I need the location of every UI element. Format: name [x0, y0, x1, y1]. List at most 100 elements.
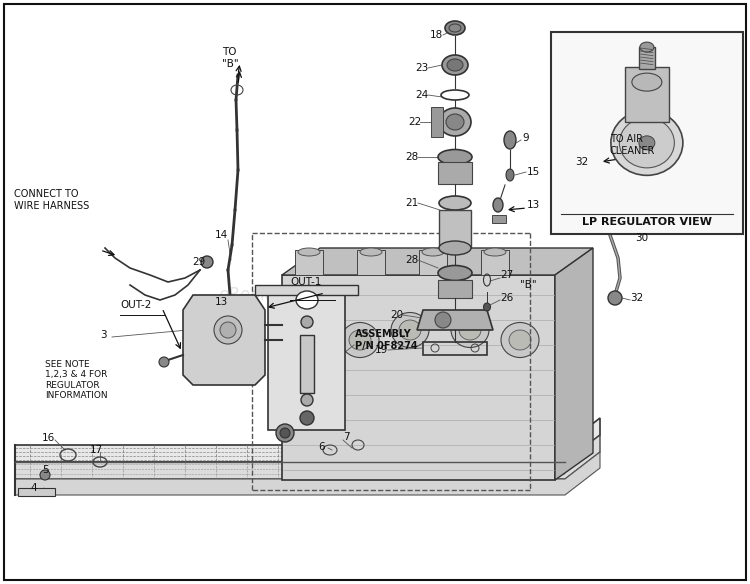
- Bar: [439, 210, 471, 248]
- Ellipse shape: [447, 59, 463, 71]
- Text: 3: 3: [100, 330, 106, 340]
- Text: 14: 14: [215, 230, 228, 240]
- Ellipse shape: [446, 114, 464, 130]
- Ellipse shape: [632, 73, 662, 91]
- Polygon shape: [419, 250, 447, 275]
- Bar: [438, 162, 472, 184]
- Polygon shape: [18, 488, 55, 496]
- Text: 6: 6: [318, 442, 325, 452]
- Ellipse shape: [439, 108, 471, 136]
- Ellipse shape: [451, 312, 489, 347]
- Polygon shape: [555, 248, 593, 480]
- Text: 30: 30: [635, 233, 648, 243]
- Ellipse shape: [301, 394, 313, 406]
- Text: OUT-1: OUT-1: [290, 277, 321, 287]
- Text: 26: 26: [500, 293, 513, 303]
- Ellipse shape: [214, 316, 242, 344]
- Text: 22: 22: [408, 117, 422, 127]
- Text: 9: 9: [522, 133, 529, 143]
- Text: 24: 24: [415, 90, 428, 100]
- Polygon shape: [417, 310, 493, 330]
- Ellipse shape: [506, 169, 514, 181]
- Text: 29: 29: [192, 257, 206, 267]
- Polygon shape: [15, 418, 600, 462]
- Ellipse shape: [301, 316, 313, 328]
- Text: 4: 4: [30, 483, 37, 493]
- Text: 5: 5: [42, 465, 49, 475]
- Ellipse shape: [159, 357, 169, 367]
- Ellipse shape: [439, 196, 471, 210]
- Text: 16: 16: [42, 433, 56, 443]
- Polygon shape: [357, 250, 385, 275]
- Ellipse shape: [298, 248, 320, 256]
- Polygon shape: [15, 435, 600, 479]
- Polygon shape: [183, 295, 265, 385]
- Text: eReplacementParts.com: eReplacementParts.com: [218, 286, 422, 304]
- Text: 13: 13: [215, 297, 228, 307]
- Text: 28: 28: [405, 152, 418, 162]
- Ellipse shape: [501, 322, 539, 357]
- Ellipse shape: [442, 55, 468, 75]
- Ellipse shape: [201, 256, 213, 268]
- Text: 15: 15: [527, 167, 540, 177]
- Ellipse shape: [399, 320, 421, 340]
- Text: 27: 27: [500, 270, 513, 280]
- Text: 20: 20: [390, 310, 404, 320]
- Text: OUT-2: OUT-2: [120, 300, 152, 310]
- Ellipse shape: [504, 131, 516, 149]
- Ellipse shape: [610, 110, 682, 175]
- Ellipse shape: [509, 330, 531, 350]
- Ellipse shape: [493, 198, 503, 212]
- Ellipse shape: [220, 322, 236, 338]
- Text: 13: 13: [527, 200, 540, 210]
- Text: CONNECT TO
WIRE HARNESS: CONNECT TO WIRE HARNESS: [14, 189, 89, 211]
- Text: 7: 7: [343, 432, 350, 442]
- Ellipse shape: [435, 312, 451, 328]
- Ellipse shape: [438, 266, 472, 280]
- Text: ASSEMBLY
P/N 0F8274: ASSEMBLY P/N 0F8274: [355, 329, 418, 351]
- Text: 18: 18: [430, 30, 443, 40]
- Ellipse shape: [484, 248, 506, 256]
- Text: TO
"B": TO "B": [222, 47, 238, 69]
- Polygon shape: [268, 290, 345, 430]
- Polygon shape: [15, 452, 600, 495]
- Text: "B": "B": [520, 280, 537, 290]
- Bar: [551, 32, 742, 234]
- Ellipse shape: [40, 470, 50, 480]
- Text: LP REGULATOR VIEW: LP REGULATOR VIEW: [582, 217, 712, 227]
- Polygon shape: [255, 285, 358, 295]
- Polygon shape: [295, 250, 323, 275]
- Ellipse shape: [291, 338, 329, 373]
- Ellipse shape: [341, 322, 379, 357]
- Bar: [300, 335, 314, 393]
- Ellipse shape: [484, 303, 490, 311]
- Ellipse shape: [445, 21, 465, 35]
- Polygon shape: [481, 250, 509, 275]
- Ellipse shape: [438, 150, 472, 165]
- Ellipse shape: [422, 248, 444, 256]
- Text: 17: 17: [90, 445, 104, 455]
- Bar: [492, 215, 506, 223]
- Text: 19: 19: [375, 345, 388, 355]
- Ellipse shape: [296, 291, 318, 309]
- Ellipse shape: [360, 248, 382, 256]
- Text: 32: 32: [630, 293, 644, 303]
- Polygon shape: [282, 275, 555, 480]
- Ellipse shape: [639, 136, 655, 150]
- Polygon shape: [282, 248, 593, 275]
- Ellipse shape: [620, 118, 674, 168]
- Ellipse shape: [299, 345, 321, 365]
- Text: TO AIR
CLEANER: TO AIR CLEANER: [610, 134, 656, 156]
- Ellipse shape: [280, 428, 290, 438]
- Ellipse shape: [349, 330, 371, 350]
- Text: 32: 32: [575, 157, 588, 167]
- Ellipse shape: [640, 42, 654, 52]
- Ellipse shape: [608, 291, 622, 305]
- Bar: [625, 67, 669, 122]
- Ellipse shape: [276, 424, 294, 442]
- Text: 21: 21: [405, 198, 418, 208]
- Ellipse shape: [591, 155, 605, 169]
- Text: 28: 28: [405, 255, 418, 265]
- Bar: [438, 280, 472, 298]
- Ellipse shape: [224, 297, 235, 308]
